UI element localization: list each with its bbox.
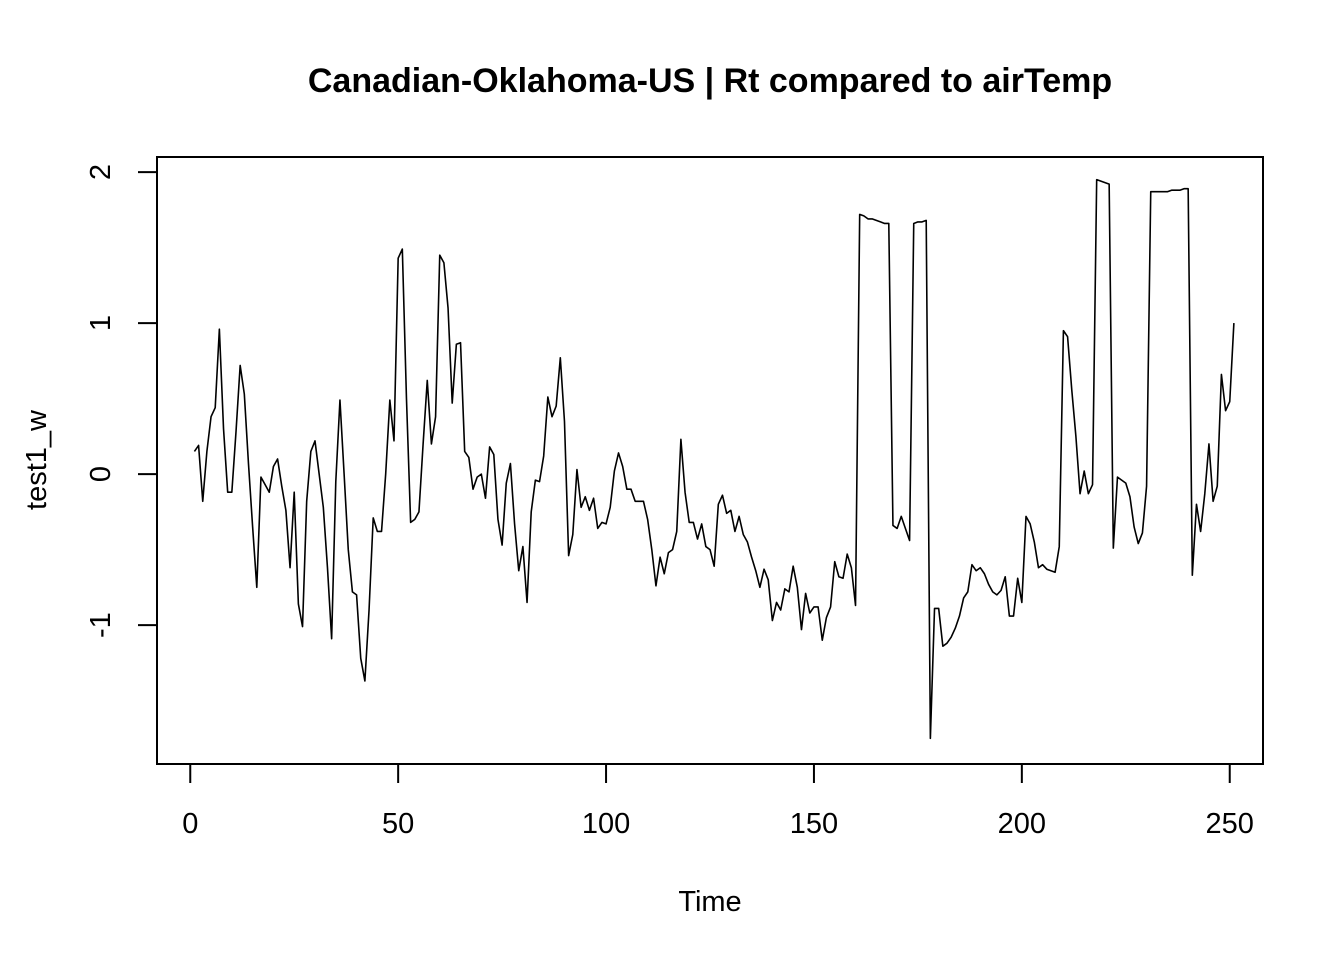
x-tick-label: 250 [1206,808,1254,840]
y-tick-label: 2 [85,164,117,180]
series-line [193,178,1235,740]
y-tick-label: 1 [85,315,117,331]
x-tick-label: 150 [790,808,838,840]
x-axis: 0 50 100 150 200 250 [182,763,1254,840]
x-tick-label: 50 [382,808,414,840]
plot-frame [156,156,1264,765]
x-tick-label: 0 [182,808,198,840]
x-axis-label: Time [678,886,741,918]
y-tick-label: 0 [85,466,117,482]
y-axis: -1 0 1 2 [85,164,158,638]
chart-title: Canadian-Oklahoma-US | Rt compared to ai… [308,62,1112,100]
x-tick-label: 100 [582,808,630,840]
x-tick-label: 200 [998,808,1046,840]
y-tick-label: -1 [85,612,117,638]
y-axis-label: test1_w [21,409,53,510]
